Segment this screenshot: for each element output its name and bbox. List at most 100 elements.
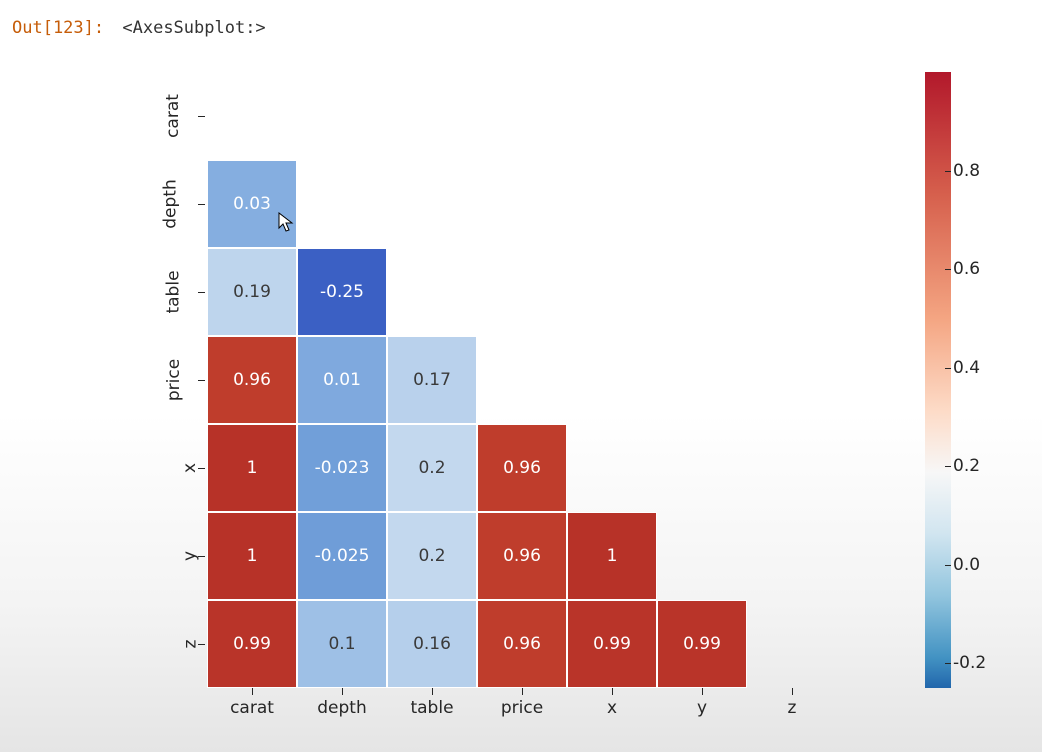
tick-mark bbox=[198, 468, 205, 469]
tick-mark bbox=[252, 688, 253, 695]
heatmap-cell: 0.1 bbox=[297, 600, 387, 688]
heatmap-cell: 1 bbox=[207, 512, 297, 600]
x-tick-label: y bbox=[697, 698, 707, 718]
heatmap-cell-empty bbox=[657, 336, 747, 424]
heatmap-cell-empty bbox=[747, 160, 837, 248]
heatmap-cell: 0.16 bbox=[387, 600, 477, 688]
heatmap-cell-empty bbox=[567, 424, 657, 512]
colorbar-tick-label: 0.8 bbox=[953, 161, 980, 181]
heatmap-cell-empty bbox=[747, 512, 837, 600]
heatmap-cell: 0.03 bbox=[207, 160, 297, 248]
heatmap-cell-empty bbox=[207, 72, 297, 160]
tick-mark bbox=[945, 663, 951, 664]
x-tick-table: table bbox=[387, 688, 477, 718]
y-tick-table: table bbox=[135, 248, 195, 336]
heatmap-row: 1-0.0250.20.961 bbox=[207, 512, 837, 600]
heatmap-cell-empty bbox=[657, 160, 747, 248]
heatmap-cell: 0.96 bbox=[207, 336, 297, 424]
heatmap-cell-empty bbox=[747, 248, 837, 336]
tick-mark bbox=[945, 171, 951, 172]
tick-mark bbox=[342, 688, 343, 695]
heatmap-cell-empty bbox=[657, 72, 747, 160]
y-tick-label: price bbox=[164, 359, 184, 401]
y-tick-y: y bbox=[135, 512, 195, 600]
heatmap-cell: 0.01 bbox=[297, 336, 387, 424]
heatmap-cell: 0.2 bbox=[387, 424, 477, 512]
y-tick-label: depth bbox=[160, 179, 180, 228]
y-tick-x: x bbox=[135, 424, 195, 512]
heatmap-cell-empty bbox=[657, 424, 747, 512]
colorbar-tick: 0.6 bbox=[953, 259, 980, 279]
y-tick-carat: carat bbox=[135, 72, 195, 160]
heatmap-cell: 1 bbox=[567, 512, 657, 600]
tick-mark bbox=[945, 368, 951, 369]
heatmap-cell: 0.96 bbox=[477, 512, 567, 600]
x-tick-label: price bbox=[501, 698, 543, 718]
heatmap-cell-empty bbox=[387, 72, 477, 160]
x-tick-y: y bbox=[657, 688, 747, 718]
colorbar-tick-label: 0.4 bbox=[953, 358, 980, 378]
colorbar-tick-label: 0.2 bbox=[953, 456, 980, 476]
heatmap-row: 0.990.10.160.960.990.99 bbox=[207, 600, 837, 688]
x-axis-ticks: caratdepth table price x y z bbox=[207, 688, 837, 718]
heatmap-cell-empty bbox=[477, 160, 567, 248]
tick-mark bbox=[198, 644, 205, 645]
colorbar-tick: 0.4 bbox=[953, 358, 980, 378]
figure: caratdepthtablepricexyz 0.030.19-0.250.9… bbox=[135, 72, 1015, 732]
x-tick-label: x bbox=[607, 698, 617, 718]
heatmap-cell: -0.023 bbox=[297, 424, 387, 512]
heatmap-cell-empty bbox=[477, 72, 567, 160]
heatmap-cell: -0.25 bbox=[297, 248, 387, 336]
heatmap-cell: 1 bbox=[207, 424, 297, 512]
x-tick-z: z bbox=[747, 688, 837, 718]
tick-mark bbox=[432, 688, 433, 695]
heatmap-cell-empty bbox=[747, 336, 837, 424]
heatmap-cell-empty bbox=[477, 336, 567, 424]
tick-mark bbox=[522, 688, 523, 695]
heatmap-cell: 0.2 bbox=[387, 512, 477, 600]
heatmap-cell-empty bbox=[747, 600, 837, 688]
colorbar-tick: -0.2 bbox=[953, 653, 986, 673]
heatmap-cell-empty bbox=[747, 72, 837, 160]
colorbar-tick: 0.2 bbox=[953, 456, 980, 476]
heatmap-cell-empty bbox=[567, 72, 657, 160]
heatmap-row bbox=[207, 72, 837, 160]
heatmap-cell-empty bbox=[657, 512, 747, 600]
output-prompt: Out[123]: bbox=[12, 18, 104, 38]
tick-mark bbox=[792, 688, 793, 695]
colorbar-gradient bbox=[925, 72, 951, 688]
tick-mark bbox=[198, 380, 205, 381]
tick-mark bbox=[945, 269, 951, 270]
jupyter-output-prompt-line: Out[123]: <AxesSubplot:> bbox=[12, 18, 266, 38]
tick-mark bbox=[702, 688, 703, 695]
heatmap-cell: 0.17 bbox=[387, 336, 477, 424]
heatmap-cell-empty bbox=[387, 160, 477, 248]
heatmap-cell-empty bbox=[567, 160, 657, 248]
tick-mark bbox=[198, 556, 205, 557]
heatmap-row: 0.960.010.17 bbox=[207, 336, 837, 424]
heatmap-cell-empty bbox=[657, 248, 747, 336]
heatmap-cell-empty bbox=[567, 336, 657, 424]
heatmap-cell: 0.99 bbox=[567, 600, 657, 688]
tick-mark bbox=[945, 466, 951, 467]
heatmap-row: 0.03 bbox=[207, 160, 837, 248]
heatmap-cell-empty bbox=[297, 160, 387, 248]
heatmap-cell-empty bbox=[477, 248, 567, 336]
colorbar-tick-label: 0.6 bbox=[953, 259, 980, 279]
heatmap-cell: 0.96 bbox=[477, 600, 567, 688]
tick-mark bbox=[945, 565, 951, 566]
tick-mark bbox=[198, 116, 205, 117]
x-tick-carat: carat bbox=[207, 688, 297, 718]
x-tick-label: table bbox=[410, 698, 453, 718]
y-tick-label: carat bbox=[163, 94, 183, 138]
heatmap-cell: 0.99 bbox=[207, 600, 297, 688]
x-tick-depth: depth bbox=[297, 688, 387, 718]
colorbar-tick-label: 0.0 bbox=[953, 555, 980, 575]
y-tick-depth: depth bbox=[135, 160, 195, 248]
heatmap-row: 1-0.0230.20.96 bbox=[207, 424, 837, 512]
heatmap-cell-empty bbox=[387, 248, 477, 336]
heatmap-cell-empty bbox=[297, 72, 387, 160]
y-tick-label: x bbox=[180, 463, 200, 473]
colorbar-tick: 0.8 bbox=[953, 161, 980, 181]
y-tick-label: y bbox=[180, 551, 200, 561]
